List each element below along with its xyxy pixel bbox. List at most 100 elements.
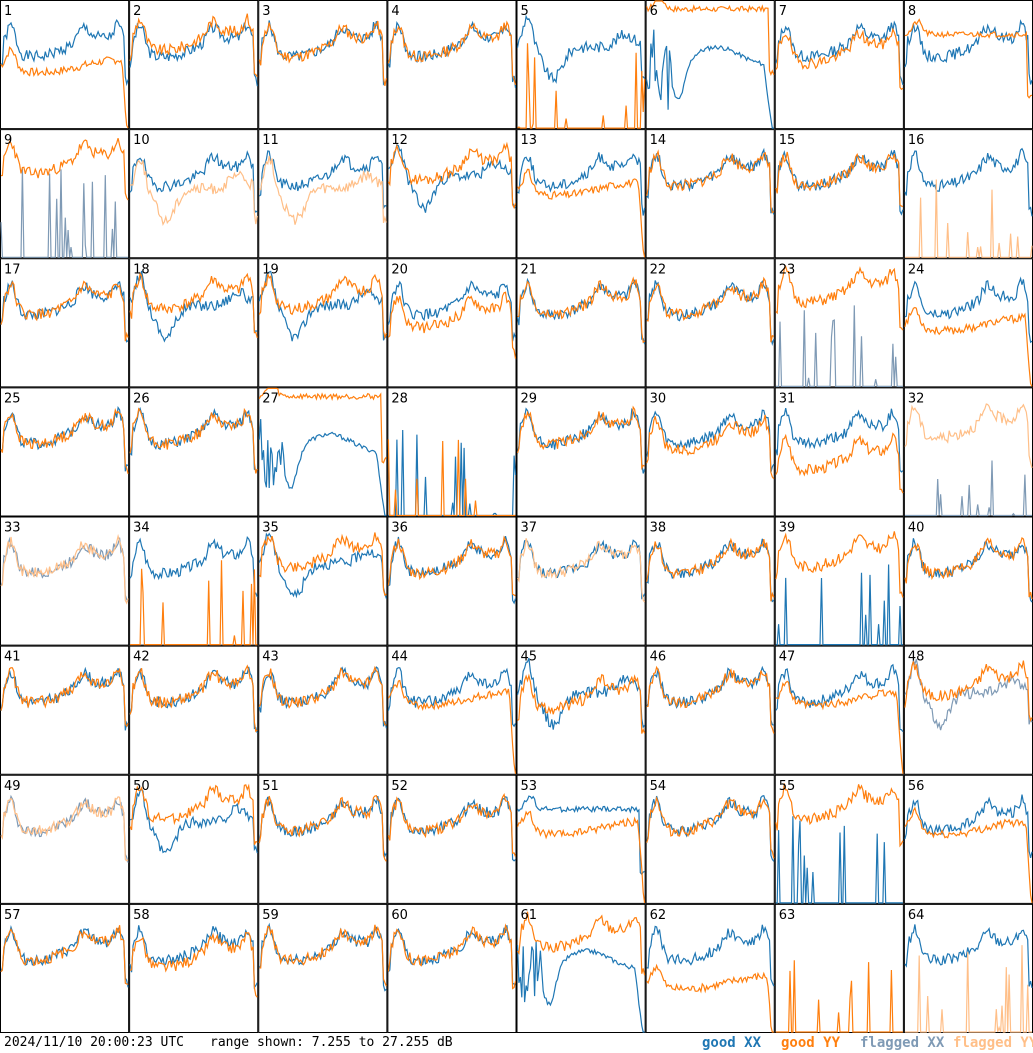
panel-frame [774, 0, 904, 130]
panel-1: 1 [0, 0, 130, 130]
series-yy [130, 560, 258, 646]
panel-frame [645, 258, 775, 388]
panel-51: 51 [258, 774, 388, 904]
panel-5: 5 [516, 0, 646, 130]
series-yy [904, 179, 1033, 258]
series-yy [516, 168, 646, 258]
series-yy [387, 20, 517, 86]
panel-label: 20 [391, 262, 408, 277]
panel-frame [258, 516, 388, 646]
panel-label: 33 [4, 521, 21, 536]
panel-label: 50 [133, 779, 150, 794]
series-yy [775, 27, 904, 91]
series-yy [258, 794, 387, 862]
panel-label: 13 [521, 133, 538, 148]
series-xx [904, 460, 1032, 517]
panel-label: 60 [391, 908, 408, 923]
panel-38: 38 [645, 516, 775, 646]
panel-frame [129, 903, 259, 1033]
panel-frame [258, 903, 388, 1033]
series-xx [516, 14, 646, 84]
panel-label: 11 [262, 133, 279, 148]
panel-label: 54 [650, 779, 667, 794]
panel-18: 18 [129, 258, 259, 388]
panel-11: 11 [258, 129, 388, 259]
panel-label: 41 [4, 650, 21, 665]
panel-56: 56 [903, 774, 1033, 904]
panel-25: 25 [0, 387, 130, 517]
panel-frame [516, 258, 646, 388]
panel-label: 39 [779, 521, 796, 536]
panel-label: 30 [650, 391, 667, 406]
panel-44: 44 [387, 645, 517, 775]
panel-4: 4 [387, 0, 517, 130]
panel-label: 45 [521, 650, 538, 665]
panel-31: 31 [774, 387, 904, 517]
series-yy [387, 439, 516, 517]
panel-frame [903, 774, 1033, 904]
panel-label: 10 [133, 133, 150, 148]
panel-33: 33 [0, 516, 130, 646]
panel-frame [645, 387, 775, 517]
panel-20: 20 [387, 258, 517, 388]
series-yy [646, 149, 775, 214]
panel-frame [903, 516, 1033, 646]
series-xx [775, 407, 904, 473]
panel-frame [0, 774, 130, 904]
panel-frame [516, 0, 646, 130]
series-yy [904, 945, 1032, 1033]
panel-label: 48 [908, 650, 925, 665]
panel-frame [0, 903, 130, 1033]
series-xx [516, 940, 645, 1033]
panel-21: 21 [516, 258, 646, 388]
series-xx [646, 409, 775, 473]
range-shown: range shown: 7.255 to 27.255 dB [210, 1035, 453, 1050]
panel-frame [645, 774, 775, 904]
series-xx [258, 795, 387, 858]
panel-label: 51 [262, 779, 279, 794]
panel-34: 34 [129, 516, 259, 646]
series-yy [387, 679, 517, 774]
panel-label: 53 [521, 779, 538, 794]
panel-19: 19 [258, 258, 388, 388]
series-yy [646, 0, 775, 77]
series-yy [517, 911, 646, 976]
panel-label: 16 [908, 133, 925, 148]
panel-label: 52 [391, 779, 408, 794]
series-yy [517, 673, 646, 734]
panel-7: 7 [774, 0, 904, 130]
panel-frame [645, 516, 775, 646]
panel-frame [387, 129, 517, 259]
series-yy [517, 276, 645, 344]
series-xx [775, 663, 904, 733]
series-yy [646, 537, 775, 602]
panel-frame [129, 516, 259, 646]
series-xx [258, 20, 387, 86]
legend-flagged-xx: flagged XX [860, 1035, 945, 1051]
panel-label: 5 [521, 4, 529, 19]
panel-label: 57 [4, 908, 21, 923]
series-xx [646, 665, 774, 726]
series-xx [517, 539, 646, 600]
series-xx [0, 168, 129, 258]
panel-57: 57 [0, 903, 130, 1033]
series-xx [0, 924, 129, 988]
series-xx [646, 924, 775, 987]
panel-frame [645, 903, 775, 1033]
panel-frame [129, 0, 259, 130]
panel-label: 14 [650, 133, 667, 148]
panel-label: 62 [650, 908, 667, 923]
series-yy [775, 960, 903, 1033]
panel-52: 52 [387, 774, 517, 904]
series-yy [516, 405, 645, 471]
series-xx [517, 795, 645, 876]
series-xx [129, 407, 258, 473]
series-yy [258, 532, 387, 597]
panel-frame [903, 645, 1033, 775]
panel-label: 44 [391, 650, 408, 665]
panel-30: 30 [645, 387, 775, 517]
panel-42: 42 [129, 645, 259, 775]
series-yy [0, 280, 129, 342]
panel-frame [645, 645, 775, 775]
series-xx [129, 535, 258, 598]
